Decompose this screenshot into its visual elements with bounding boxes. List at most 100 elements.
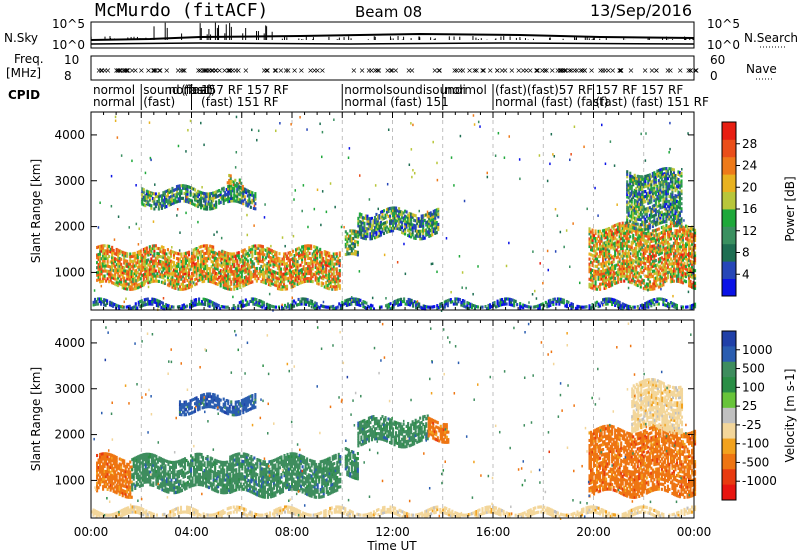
range-cell bbox=[414, 224, 417, 228]
range-cell bbox=[242, 284, 245, 288]
range-cell bbox=[428, 217, 431, 221]
range-cell bbox=[666, 230, 669, 234]
range-cell bbox=[612, 275, 615, 279]
range-cell bbox=[96, 253, 99, 257]
range-cell bbox=[602, 244, 605, 248]
range-cell bbox=[200, 252, 203, 256]
range-cell bbox=[177, 259, 180, 263]
range-cell bbox=[680, 278, 683, 282]
range-cell bbox=[686, 263, 689, 267]
range-cell bbox=[675, 231, 679, 235]
range-cell bbox=[671, 279, 674, 283]
freq-marker: × bbox=[649, 66, 656, 75]
range-cell bbox=[422, 224, 425, 228]
range-cell bbox=[398, 207, 401, 211]
range-cell bbox=[657, 204, 660, 208]
range-cell bbox=[204, 199, 207, 203]
range-cell bbox=[180, 252, 183, 256]
range-cell bbox=[229, 181, 232, 186]
range-cell bbox=[626, 200, 629, 204]
range-cell bbox=[195, 262, 198, 266]
freq-marker: × bbox=[121, 66, 128, 75]
range-cell bbox=[105, 279, 108, 283]
range-cell bbox=[605, 278, 608, 282]
range-cell bbox=[183, 259, 186, 263]
range-cell bbox=[296, 265, 299, 269]
range-cell bbox=[435, 223, 438, 227]
range-cell bbox=[307, 256, 310, 260]
range-cell bbox=[168, 200, 171, 205]
range-cell bbox=[379, 210, 383, 214]
range-cell bbox=[639, 180, 642, 184]
range-cell bbox=[135, 286, 138, 290]
range-cell bbox=[236, 261, 239, 265]
range-cell bbox=[130, 272, 133, 276]
range-cell bbox=[266, 264, 269, 268]
range-cell bbox=[656, 172, 659, 176]
range-cell bbox=[681, 225, 685, 229]
range-cell bbox=[620, 279, 623, 283]
range-cell bbox=[302, 280, 305, 284]
range-cell bbox=[136, 255, 139, 259]
range-cell bbox=[683, 244, 686, 248]
range-cell bbox=[639, 207, 642, 212]
range-cell bbox=[644, 227, 647, 231]
range-cell bbox=[150, 275, 153, 279]
range-cell bbox=[680, 252, 683, 257]
range-cell bbox=[636, 233, 639, 237]
range-cell bbox=[146, 300, 149, 304]
range-cell bbox=[326, 284, 329, 288]
range-cell bbox=[316, 246, 319, 250]
freq-marker: × bbox=[466, 66, 473, 75]
range-cell bbox=[117, 256, 120, 260]
range-cell bbox=[602, 269, 605, 273]
range-cell bbox=[663, 239, 666, 243]
range-cell bbox=[152, 300, 155, 304]
range-cell bbox=[151, 277, 154, 281]
range-cell bbox=[204, 300, 207, 304]
range-cell bbox=[632, 251, 635, 255]
range-cell bbox=[172, 261, 176, 265]
range-cell bbox=[620, 242, 623, 246]
range-cell bbox=[633, 282, 636, 286]
range-cell bbox=[181, 304, 184, 308]
freq-marker: × bbox=[291, 66, 298, 75]
range-cell bbox=[657, 257, 660, 261]
range-cell bbox=[260, 249, 263, 253]
range-cell bbox=[668, 250, 671, 254]
range-cell bbox=[602, 274, 605, 278]
range-cell bbox=[141, 268, 144, 272]
range-cell bbox=[233, 272, 236, 276]
range-cell bbox=[158, 302, 161, 306]
range-cell bbox=[219, 251, 222, 255]
range-cell bbox=[142, 303, 145, 307]
range-cell bbox=[234, 259, 237, 263]
range-cell bbox=[144, 259, 147, 263]
range-cell bbox=[243, 281, 246, 285]
range-cell bbox=[299, 281, 302, 285]
range-cell bbox=[254, 192, 257, 196]
range-cell bbox=[678, 242, 682, 246]
range-cell bbox=[323, 275, 326, 279]
range-cell bbox=[256, 301, 259, 305]
range-cell bbox=[178, 267, 182, 271]
range-cell bbox=[677, 264, 680, 268]
range-cell bbox=[179, 307, 183, 311]
range-cell bbox=[686, 240, 689, 244]
range-cell bbox=[147, 281, 150, 285]
range-cell bbox=[674, 234, 677, 238]
range-cell bbox=[332, 285, 335, 289]
range-cell bbox=[133, 269, 136, 273]
range-cell bbox=[246, 279, 249, 283]
range-cell bbox=[694, 243, 697, 248]
range-cell bbox=[635, 265, 638, 269]
range-cell bbox=[378, 226, 381, 230]
range-cell bbox=[233, 199, 236, 203]
range-cell bbox=[620, 272, 623, 276]
range-cell bbox=[666, 212, 669, 216]
range-cell bbox=[668, 255, 671, 259]
range-cell bbox=[399, 217, 402, 221]
range-cell bbox=[677, 203, 680, 207]
range-cell bbox=[672, 183, 676, 187]
range-cell bbox=[665, 177, 668, 181]
